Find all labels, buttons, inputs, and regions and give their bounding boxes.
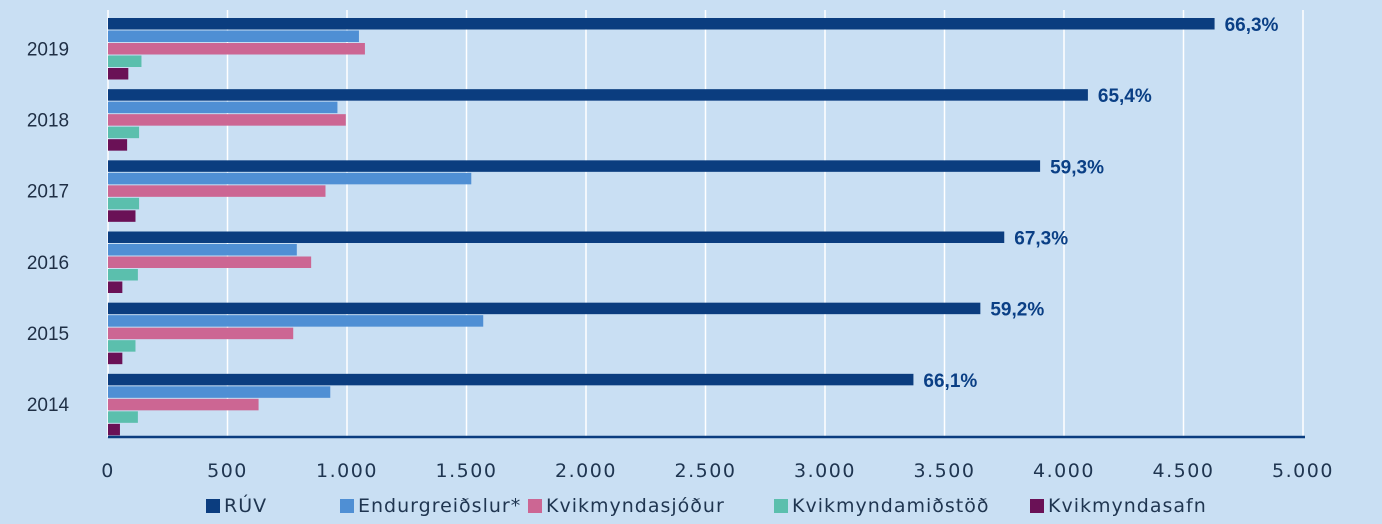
- x-tick-labels: 0 500 1.000 1.500 2.000 2.500 3.000 3.500 4.000 4…: [101, 460, 1334, 482]
- bar: [108, 43, 365, 55]
- bar: [108, 244, 297, 256]
- bar: [108, 172, 472, 185]
- bar: [108, 197, 140, 210]
- category-label: 2015: [27, 324, 69, 345]
- legend-label: Endurgreiðslur*: [358, 495, 521, 517]
- bar: [108, 373, 914, 386]
- bar: [108, 327, 294, 340]
- bar: [108, 423, 120, 436]
- legend-swatch: [206, 499, 220, 513]
- bar: [108, 398, 259, 411]
- bar: [108, 126, 140, 139]
- bar: [108, 231, 1005, 243]
- data-label: 59,2%: [990, 300, 1044, 321]
- bar: [108, 315, 484, 327]
- bar: [108, 160, 1041, 172]
- data-label: 66,1%: [923, 371, 977, 392]
- legend-swatch: [340, 499, 354, 513]
- category-label: 2019: [27, 39, 69, 60]
- bar: [108, 114, 346, 126]
- x-tick-label: 0: [101, 460, 115, 482]
- legend-swatch: [774, 499, 788, 513]
- bar: [108, 101, 338, 114]
- x-tick-label: 3.000: [794, 460, 856, 482]
- bar: [108, 68, 129, 80]
- bar: [108, 185, 326, 197]
- legend-label: Kvikmyndasjóður: [546, 495, 725, 517]
- bar: [108, 139, 128, 151]
- legend-swatch: [1030, 499, 1044, 513]
- legend-label: RÚV: [224, 493, 267, 517]
- x-tick-label: 1.000: [316, 460, 378, 482]
- x-tick-label: 2.500: [675, 460, 737, 482]
- bar: [108, 30, 359, 42]
- bar: [108, 55, 142, 67]
- legend: RÚV Endurgreiðslur* Kvikmyndasjóður Kvikmyn…: [206, 493, 1207, 517]
- category-label: 2016: [27, 253, 69, 274]
- bar: [108, 256, 312, 268]
- bar: [108, 210, 136, 222]
- bar: [108, 340, 136, 352]
- bar: [108, 89, 1088, 101]
- bar: [108, 281, 123, 293]
- category-label: 2014: [27, 395, 70, 416]
- x-tick-label: 5.000: [1272, 460, 1334, 482]
- category-labels: 2019 2018 2017 2016 2015 2014: [27, 39, 70, 416]
- x-tick-label: 4.500: [1153, 460, 1215, 482]
- data-labels: 66,3% 65,4% 59,3% 67,3% 59,2% 66,1%: [923, 15, 1278, 392]
- data-label: 66,3%: [1225, 15, 1279, 36]
- category-label: 2018: [27, 110, 69, 131]
- legend-label: Kvikmyndasafn: [1048, 495, 1207, 517]
- x-tick-label: 3.500: [914, 460, 976, 482]
- legend-swatch: [528, 499, 542, 513]
- x-tick-label: 500: [207, 460, 248, 482]
- category-label: 2017: [27, 182, 69, 203]
- bar: [108, 269, 138, 281]
- bar: [108, 302, 981, 315]
- bars: [108, 18, 1215, 436]
- bar: [108, 411, 138, 423]
- bar: [108, 18, 1215, 30]
- data-label: 65,4%: [1098, 86, 1152, 107]
- bar: [108, 352, 123, 365]
- bar: [108, 386, 331, 398]
- data-label: 67,3%: [1014, 229, 1068, 250]
- legend-label: Kvikmyndamiðstöð: [792, 495, 990, 517]
- x-tick-label: 4.000: [1033, 460, 1095, 482]
- x-tick-label: 2.000: [555, 460, 617, 482]
- x-tick-label: 1.500: [436, 460, 498, 482]
- data-label: 59,3%: [1050, 157, 1104, 178]
- gridlines: [107, 10, 1304, 437]
